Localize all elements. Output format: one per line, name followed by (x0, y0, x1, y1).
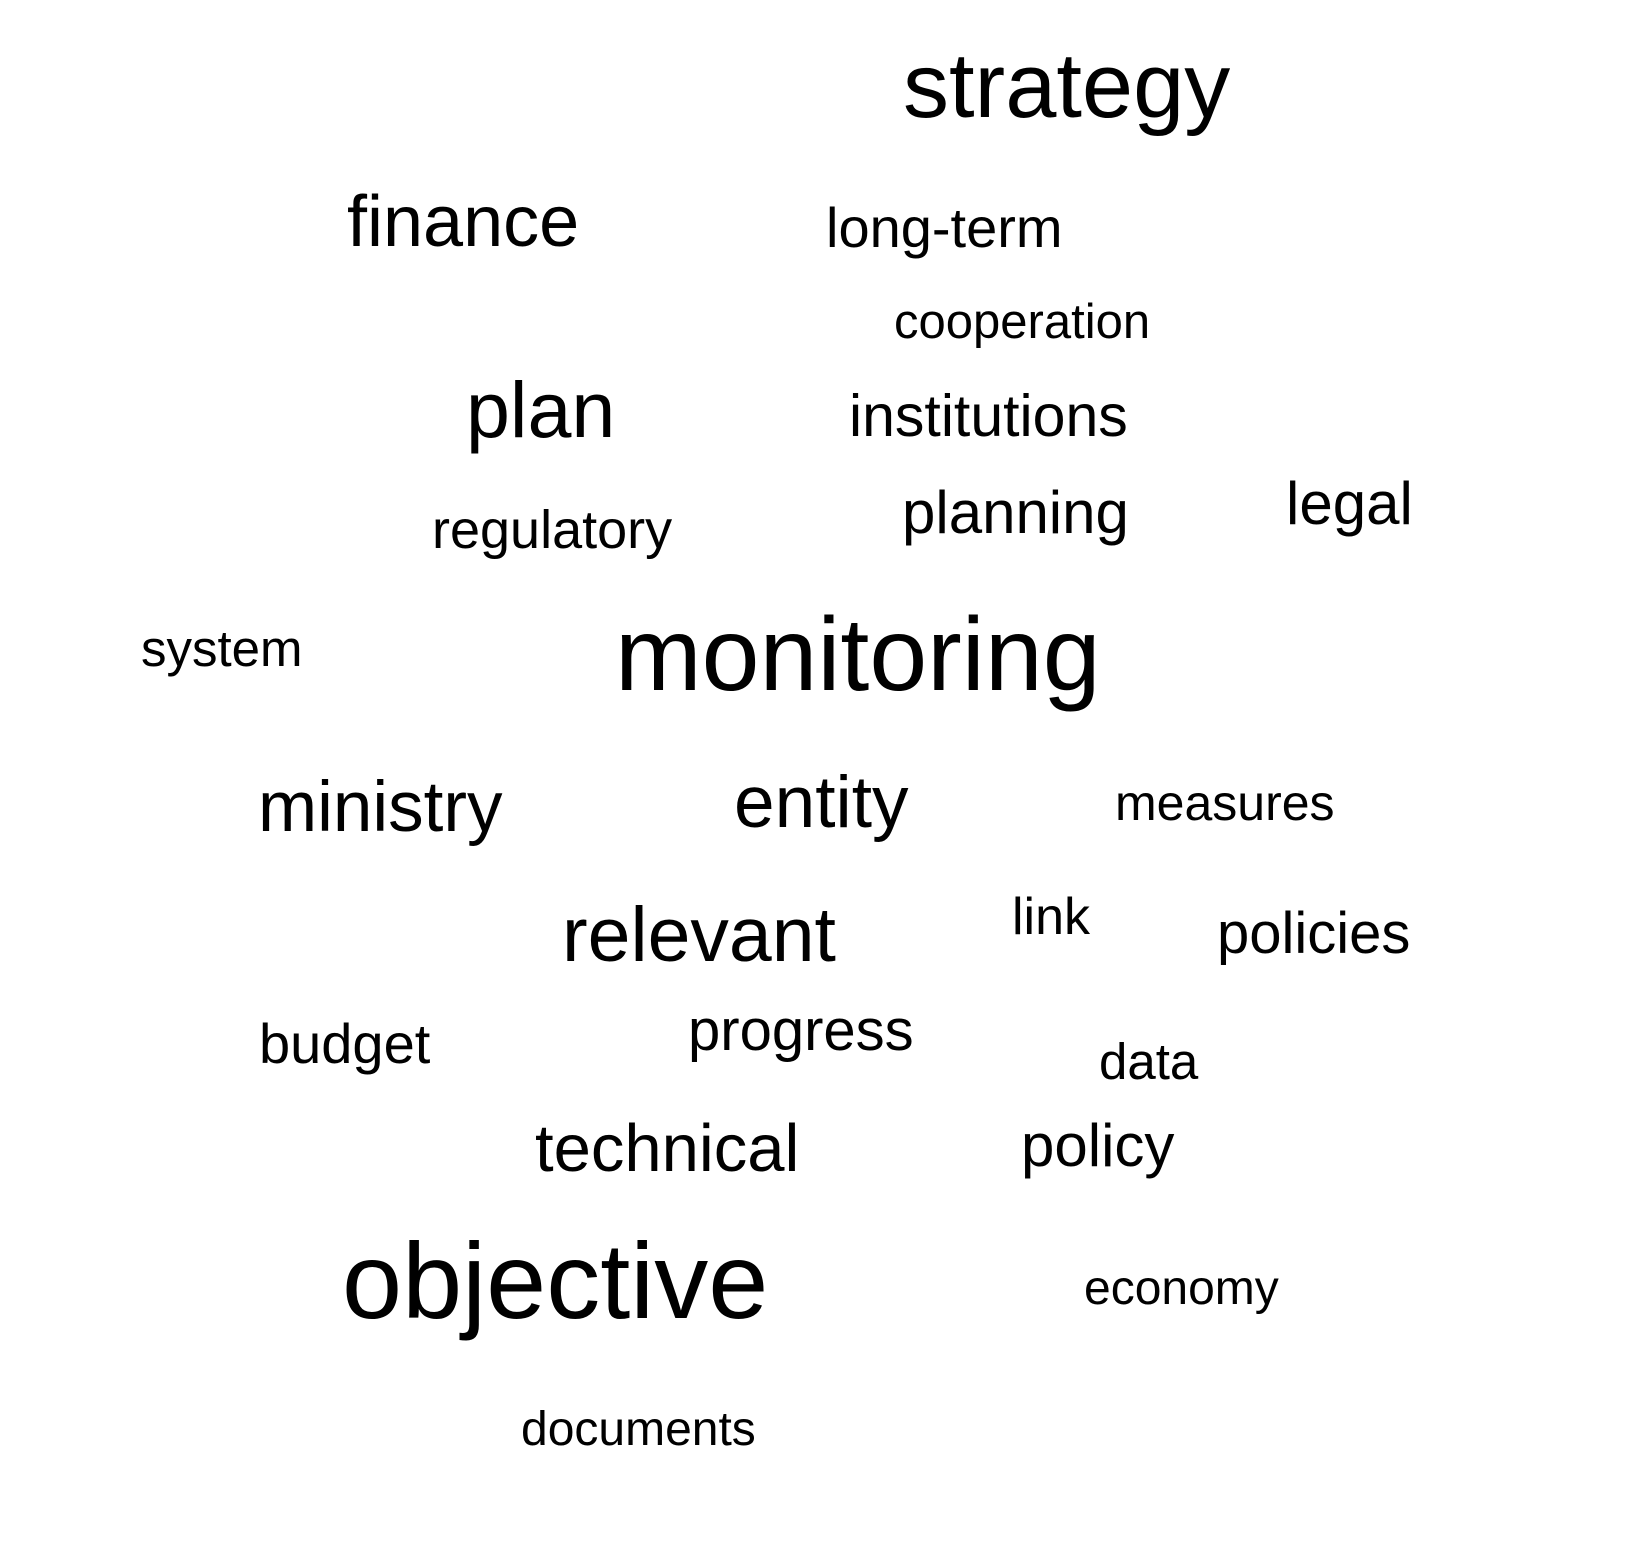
word-objective: objective (342, 1220, 769, 1341)
word-strategy: strategy (903, 35, 1231, 137)
word-documents: documents (521, 1403, 756, 1456)
word-institutions: institutions (849, 383, 1128, 449)
word-ministry: ministry (258, 768, 503, 847)
word-monitoring: monitoring (615, 597, 1101, 713)
word-relevant: relevant (562, 892, 836, 978)
word-policy: policy (1021, 1112, 1175, 1179)
word-link: link (1012, 888, 1091, 946)
word-entity: entity (734, 762, 909, 843)
word-regulatory: regulatory (432, 500, 673, 560)
word-progress: progress (688, 998, 914, 1063)
word-economy: economy (1084, 1262, 1279, 1315)
word-data: data (1099, 1033, 1199, 1090)
word-system: system (141, 620, 303, 677)
word-finance: finance (347, 182, 580, 262)
word-cooperation: cooperation (894, 295, 1151, 349)
word-policies: policies (1217, 901, 1411, 966)
word-plan: plan (466, 365, 616, 454)
word-measures: measures (1115, 775, 1335, 831)
word-legal: legal (1286, 470, 1413, 537)
word-technical: technical (535, 1111, 800, 1186)
word-long-term: long-term (826, 196, 1063, 259)
word-planning: planning (902, 479, 1129, 546)
word-budget: budget (259, 1012, 431, 1075)
